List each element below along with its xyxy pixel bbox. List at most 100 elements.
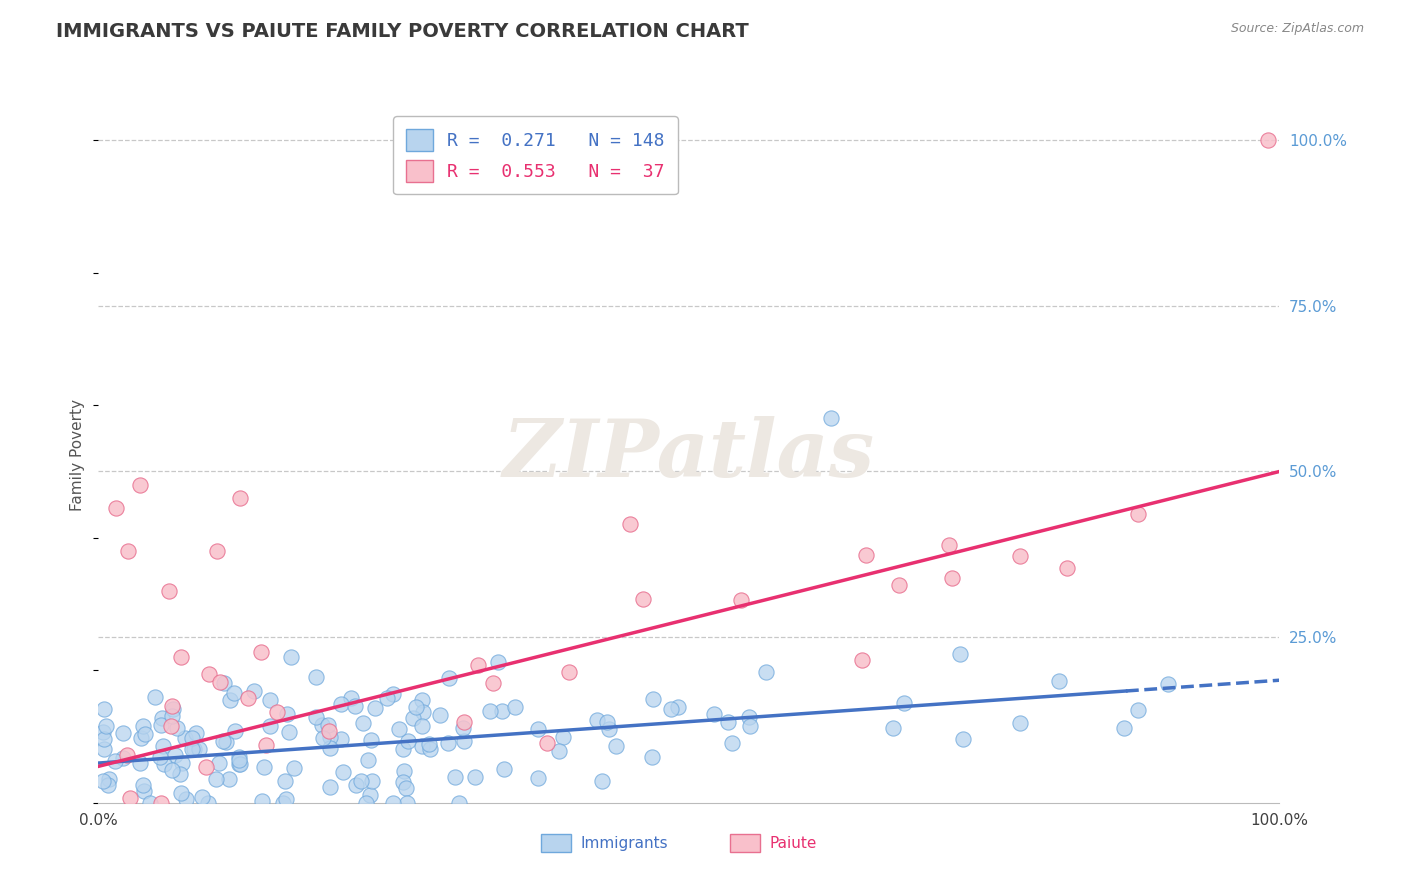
Point xyxy=(111,726,134,740)
Point xyxy=(197,796,219,810)
Point xyxy=(938,538,960,552)
Point xyxy=(166,722,188,736)
Point xyxy=(97,778,120,792)
Point xyxy=(340,690,363,705)
Point xyxy=(1008,549,1031,564)
Point xyxy=(486,656,509,670)
Point xyxy=(94,719,117,733)
Point xyxy=(259,719,281,733)
Point xyxy=(283,761,305,775)
Point xyxy=(311,718,333,732)
Point xyxy=(195,760,218,774)
Point xyxy=(396,733,419,747)
Point xyxy=(134,727,156,741)
Point xyxy=(755,665,778,679)
Point xyxy=(181,731,204,746)
Point xyxy=(132,784,155,798)
Point xyxy=(851,653,873,667)
Point xyxy=(437,671,460,685)
Point xyxy=(478,704,501,718)
Point xyxy=(143,690,166,705)
Point xyxy=(411,692,433,706)
Point xyxy=(364,701,387,715)
Point xyxy=(169,767,191,781)
Point xyxy=(276,792,298,806)
Point xyxy=(150,717,173,731)
Point xyxy=(405,700,427,714)
Point xyxy=(319,780,342,794)
Point xyxy=(598,722,620,736)
Point xyxy=(318,723,340,738)
Point xyxy=(641,691,664,706)
Point xyxy=(536,736,558,750)
Point xyxy=(316,717,339,731)
Point xyxy=(319,741,342,756)
Point xyxy=(467,658,489,673)
Point xyxy=(253,760,276,774)
Point xyxy=(388,723,411,737)
Point xyxy=(170,756,193,770)
Point xyxy=(889,578,911,592)
Point xyxy=(394,764,416,778)
Point xyxy=(212,733,235,747)
Point xyxy=(343,699,366,714)
Point xyxy=(738,709,761,723)
Point xyxy=(276,707,298,722)
Point xyxy=(952,731,974,746)
Point xyxy=(280,649,302,664)
Point xyxy=(188,742,211,756)
Point xyxy=(97,772,120,787)
Point xyxy=(882,721,904,735)
Point xyxy=(527,771,550,785)
Point xyxy=(91,725,114,739)
Point xyxy=(152,739,174,754)
Point xyxy=(595,715,617,730)
Point xyxy=(111,750,134,764)
Point xyxy=(659,701,682,715)
Point xyxy=(104,755,127,769)
Point xyxy=(174,731,197,746)
Point xyxy=(505,699,527,714)
Point xyxy=(453,721,475,735)
Point xyxy=(238,691,260,706)
Point xyxy=(271,796,294,810)
Point xyxy=(619,517,641,532)
Point xyxy=(437,736,460,750)
Point xyxy=(128,756,150,771)
Point xyxy=(224,686,246,700)
Point xyxy=(150,711,173,725)
Point xyxy=(551,730,574,744)
Point xyxy=(391,775,413,789)
Point xyxy=(419,742,441,756)
Text: Source: ZipAtlas.com: Source: ZipAtlas.com xyxy=(1230,22,1364,36)
Point xyxy=(229,757,252,772)
Point xyxy=(402,711,425,725)
Point xyxy=(312,731,335,746)
Text: ZIPatlas: ZIPatlas xyxy=(503,417,875,493)
Point xyxy=(1056,561,1078,575)
Point xyxy=(418,737,440,751)
Text: Paiute: Paiute xyxy=(769,836,817,851)
Y-axis label: Family Poverty: Family Poverty xyxy=(70,399,86,511)
Point xyxy=(444,770,467,784)
Point xyxy=(266,706,288,720)
Point xyxy=(395,796,418,810)
Point xyxy=(162,702,184,716)
Legend: R =  0.271   N = 148, R =  0.553   N =  37: R = 0.271 N = 148, R = 0.553 N = 37 xyxy=(394,116,678,194)
Point xyxy=(170,650,193,665)
Point xyxy=(183,741,205,756)
Point xyxy=(205,772,228,787)
Point xyxy=(169,786,191,800)
Point xyxy=(214,735,236,749)
Point xyxy=(354,796,377,810)
Point xyxy=(91,774,114,789)
Point xyxy=(412,706,434,720)
Point xyxy=(740,718,762,732)
Point xyxy=(228,756,250,771)
Point xyxy=(464,770,486,784)
Point xyxy=(350,773,373,788)
Point xyxy=(152,756,174,771)
Point xyxy=(228,749,250,764)
Point xyxy=(391,742,413,756)
Point xyxy=(186,725,208,739)
